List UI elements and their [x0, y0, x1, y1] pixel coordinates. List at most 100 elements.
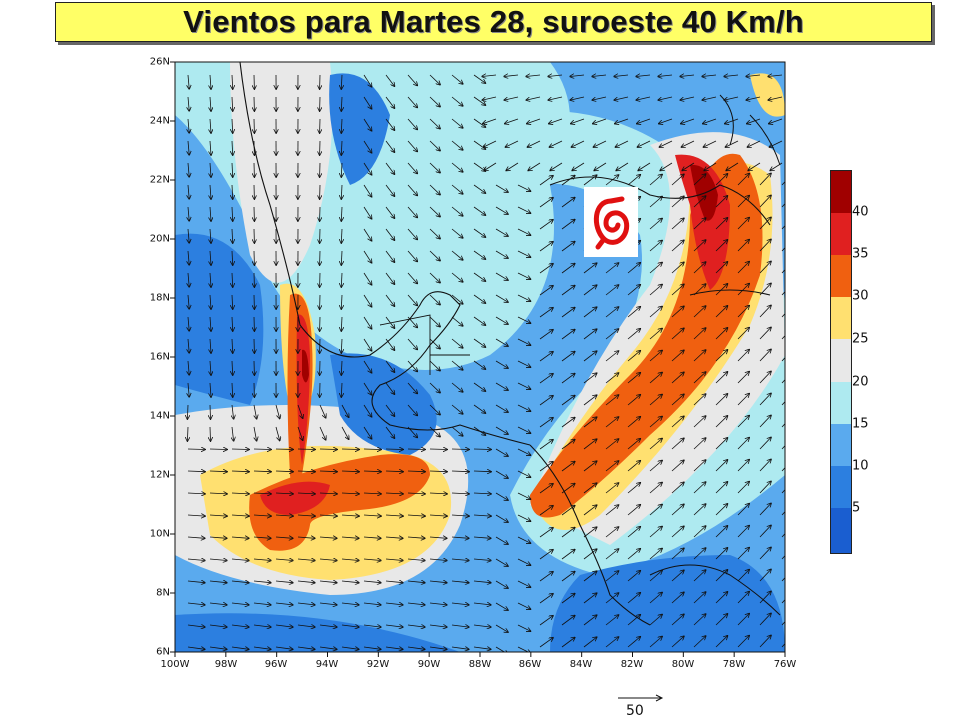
wind-vector-arrow — [253, 515, 271, 516]
wind-vector-arrow — [319, 449, 337, 450]
wind-vector-arrow — [759, 635, 771, 648]
wind-vector-arrow — [429, 360, 440, 371]
wind-vector-arrow — [319, 603, 337, 605]
wind-vector-arrow — [363, 603, 381, 605]
wind-vector-arrow — [561, 176, 575, 186]
wind-vector-arrow — [363, 118, 372, 131]
wind-vector-arrow — [495, 250, 508, 258]
wind-vector-arrow — [210, 228, 211, 243]
lon-label-78w: 78W — [722, 659, 746, 670]
wind-vector-arrow — [407, 360, 417, 372]
wind-vector-arrow — [561, 374, 575, 384]
wind-vector-arrow — [550, 162, 563, 171]
wind-vector-arrow — [583, 505, 597, 516]
wind-vector-arrow — [253, 449, 271, 450]
wind-vector-arrow — [693, 196, 706, 208]
wind-vector-arrow — [768, 75, 783, 77]
wind-vector-arrow — [407, 250, 417, 262]
wind-vector-arrow — [473, 537, 491, 538]
wind-vector-arrow — [473, 360, 485, 369]
wind-vector-arrow — [549, 118, 563, 124]
wind-vector-arrow — [385, 603, 403, 605]
wind-vector-arrow — [517, 558, 531, 565]
wind-vector-arrow — [429, 250, 440, 261]
wind-vector-arrow — [495, 316, 508, 324]
wind-vector-arrow — [605, 527, 619, 538]
wind-vector-arrow — [341, 250, 342, 265]
wind-vector-arrow — [429, 206, 440, 217]
wind-vector-arrow — [693, 438, 706, 450]
wind-vector-arrow — [232, 338, 233, 353]
wind-vector-arrow — [517, 294, 531, 301]
wind-vector-arrow — [504, 75, 519, 77]
colorbar-label-35: 35 — [852, 246, 869, 262]
wind-vector-arrow — [232, 140, 233, 155]
wind-vector-arrow — [232, 316, 233, 331]
wind-vector-arrow — [275, 493, 293, 494]
wind-vector-arrow — [473, 74, 485, 83]
wind-vector-arrow — [583, 461, 597, 472]
wind-vector-arrow — [253, 625, 271, 627]
wind-vector-arrow — [483, 118, 497, 124]
wind-vector-arrow — [759, 371, 771, 384]
wind-vector-arrow — [385, 206, 395, 218]
wind-vector-arrow — [188, 184, 189, 199]
wind-vector-arrow — [319, 581, 337, 583]
wind-vector-arrow — [583, 329, 597, 340]
wind-vector-arrow — [209, 537, 227, 538]
wind-vector-arrow — [583, 285, 597, 296]
wind-vector-arrow — [385, 228, 395, 240]
wind-vector-arrow — [759, 239, 771, 252]
wind-vector-arrow — [671, 636, 684, 648]
wind-vector-arrow — [495, 404, 508, 412]
wind-vector-arrow — [539, 330, 553, 340]
colorbar-label-25: 25 — [852, 331, 869, 347]
wind-vector-arrow — [693, 570, 706, 582]
wind-vector-arrow — [737, 372, 749, 384]
wind-vector-arrow — [583, 307, 597, 318]
wind-vector-arrow — [561, 528, 575, 538]
wind-vector-arrow — [429, 603, 447, 605]
wind-vector-arrow — [681, 140, 695, 147]
colorbar-label-15: 15 — [852, 416, 869, 432]
wind-vector-arrow — [638, 162, 651, 171]
wind-vector-arrow — [341, 515, 359, 516]
wind-vector-arrow — [671, 262, 684, 274]
wind-vector-arrow — [681, 118, 695, 124]
wind-vector-arrow — [693, 636, 706, 648]
wind-vector-arrow — [429, 74, 440, 85]
wind-vector-arrow — [517, 382, 531, 389]
map-title: Vientos para Martes 28, suroeste 40 Km/h — [183, 4, 804, 39]
wind-vector-arrow — [561, 594, 575, 604]
wind-vector-arrow — [715, 328, 728, 340]
wind-vector-arrow — [693, 460, 706, 472]
wind-vector-arrow — [781, 621, 785, 626]
wind-vector-arrow — [363, 426, 372, 439]
wind-vector-arrow — [210, 272, 211, 287]
wind-vector-arrow — [737, 460, 749, 472]
wind-vector-arrow — [275, 537, 293, 538]
wind-vector-arrow — [210, 360, 211, 375]
wind-vector-arrow — [637, 140, 651, 147]
wind-vector-arrow — [649, 593, 662, 604]
wind-vector-arrow — [517, 228, 531, 235]
wind-vector-arrow — [781, 181, 785, 186]
wind-vector-arrow — [517, 426, 531, 433]
wind-vector-arrow — [407, 294, 417, 306]
wind-vector-arrow — [232, 404, 234, 419]
wind-vector-arrow — [649, 615, 662, 626]
colorbar-segment — [831, 466, 851, 508]
wind-vector-arrow — [561, 462, 575, 472]
wind-vector-arrow — [407, 272, 417, 284]
wind-vector-arrow — [517, 184, 531, 191]
wind-vector-arrow — [385, 471, 403, 472]
colorbar-label-40: 40 — [852, 204, 869, 220]
wind-vector-arrow — [482, 75, 497, 77]
wind-vector-arrow — [209, 581, 227, 583]
wind-vector-arrow — [187, 426, 188, 441]
wind-vector-arrow — [187, 647, 205, 649]
lon-label-84w: 84W — [569, 659, 593, 670]
colorbar-segment — [831, 171, 851, 213]
wind-vector-arrow — [187, 515, 205, 516]
wind-vector-arrow — [473, 493, 491, 494]
